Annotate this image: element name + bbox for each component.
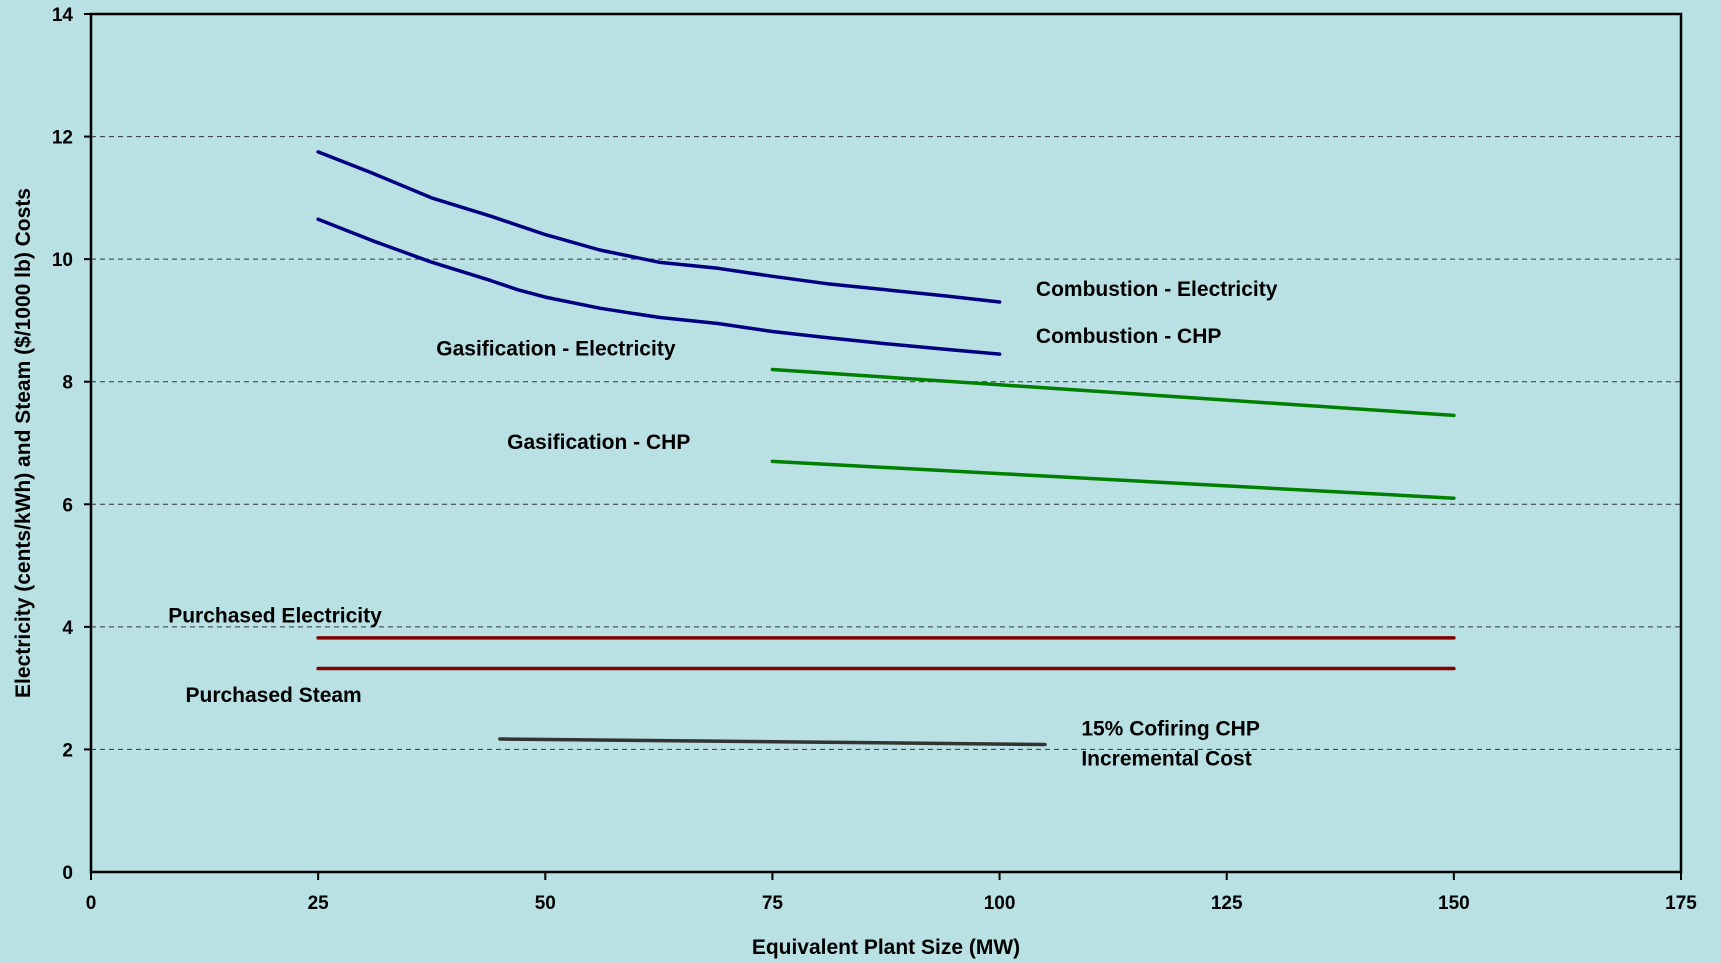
series-label-purchased-steam: Purchased Steam: [185, 684, 361, 707]
y-tick-label-0: 0: [62, 863, 73, 884]
y-tick-label-4: 4: [62, 618, 73, 639]
y-axis-tick-labels: 0 2 4 6 8 10 12 14: [52, 5, 91, 884]
x-axis-title: Equivalent Plant Size (MW): [752, 936, 1020, 959]
x-tick-label-75: 75: [762, 893, 784, 914]
series-lines: [316, 150, 1456, 747]
series-label-combustion-chp: Combustion - CHP: [1036, 325, 1221, 348]
plot-area-frame: [89, 12, 1683, 874]
y-axis-title: Electricity (cents/kWh) and Steam ($/100…: [12, 188, 35, 698]
series-label-purchased-electricity: Purchased Electricity: [168, 605, 382, 628]
x-tick-label-100: 100: [984, 893, 1016, 914]
series-label-15-cofiring-chp-incremental-cost: 15% Cofiring CHP Incremental Cost: [1081, 717, 1260, 770]
y-tick-label-10: 10: [52, 250, 73, 271]
series-label-gasification-electricity: Gasification - Electricity: [436, 337, 676, 360]
x-tick-label-150: 150: [1438, 893, 1470, 914]
series-line-gasification-chp: [770, 459, 1456, 500]
y-tick-label-12: 12: [52, 128, 73, 149]
series-line-gasification-electricity: [770, 367, 1456, 418]
series-line-combustion-electricity: [316, 150, 1002, 304]
gridlines: [91, 136, 1681, 750]
x-tick-label-50: 50: [535, 893, 556, 914]
y-tick-label-14: 14: [52, 5, 74, 26]
series-line-combustion-chp: [316, 217, 1002, 356]
series-label-gasification-chp: Gasification - CHP: [507, 431, 690, 454]
series-line-15-cofiring-chp-incremental-cost: [498, 737, 1047, 747]
series-label-combustion-electricity: Combustion - Electricity: [1036, 278, 1278, 301]
series-labels: Combustion - Electricity Combustion - CHP…: [168, 278, 1278, 770]
x-tick-label-25: 25: [308, 893, 330, 914]
y-tick-label-2: 2: [62, 740, 73, 761]
x-tick-label-125: 125: [1211, 893, 1243, 914]
x-axis-tick-labels: 0 25 50 75 100 125 150 175: [86, 872, 1697, 914]
y-tick-label-8: 8: [62, 373, 73, 394]
y-tick-label-6: 6: [62, 495, 73, 516]
x-tick-label-175: 175: [1665, 893, 1697, 914]
x-tick-label-0: 0: [86, 893, 97, 914]
